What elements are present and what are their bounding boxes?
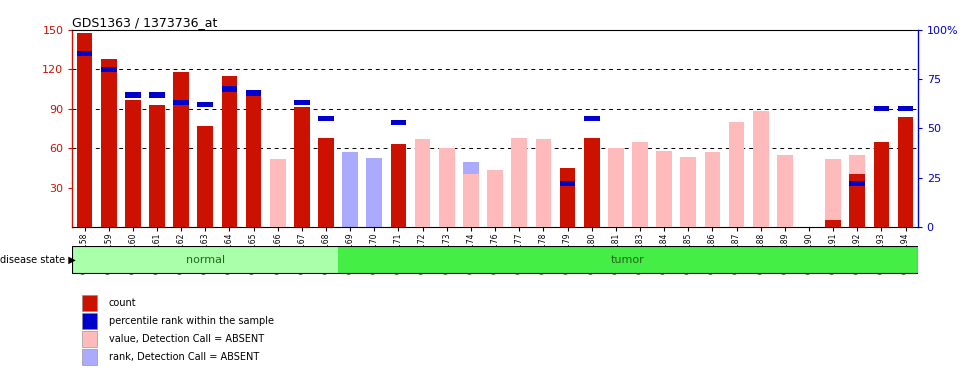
Bar: [873, 106, 890, 111]
Bar: [245, 96, 262, 227]
Bar: [535, 178, 552, 227]
Bar: [535, 139, 552, 227]
Bar: [753, 158, 769, 227]
Bar: [318, 138, 334, 227]
Bar: [897, 106, 914, 111]
Bar: [559, 178, 576, 227]
Bar: [873, 142, 890, 227]
Text: normal: normal: [185, 255, 225, 265]
Bar: [897, 117, 914, 227]
Bar: [583, 116, 600, 121]
Text: count: count: [108, 298, 136, 308]
Bar: [825, 200, 841, 227]
Bar: [559, 168, 576, 227]
Bar: [173, 100, 189, 105]
Bar: [82, 313, 97, 329]
Bar: [149, 105, 165, 227]
Bar: [338, 246, 918, 273]
Text: disease state ▶: disease state ▶: [0, 255, 75, 265]
Bar: [125, 92, 141, 98]
Bar: [221, 76, 238, 227]
Bar: [72, 246, 338, 273]
Bar: [753, 111, 769, 227]
Text: tumor: tumor: [611, 255, 644, 265]
Bar: [390, 144, 407, 227]
Bar: [559, 169, 576, 227]
Bar: [414, 139, 431, 227]
Bar: [656, 178, 672, 227]
Bar: [873, 151, 890, 227]
Bar: [849, 154, 866, 227]
Text: percentile rank within the sample: percentile rank within the sample: [108, 316, 273, 326]
Bar: [197, 102, 213, 107]
Bar: [414, 154, 431, 227]
Bar: [825, 159, 841, 227]
Bar: [608, 148, 624, 227]
Text: GDS1363 / 1373736_at: GDS1363 / 1373736_at: [72, 16, 217, 29]
Bar: [632, 142, 648, 227]
Bar: [511, 138, 527, 227]
Bar: [76, 33, 93, 227]
Bar: [390, 120, 407, 125]
Bar: [728, 178, 745, 227]
Bar: [680, 158, 696, 227]
Bar: [100, 59, 117, 227]
Bar: [149, 92, 165, 98]
Bar: [82, 331, 97, 347]
Bar: [680, 184, 696, 227]
Text: value, Detection Call = ABSENT: value, Detection Call = ABSENT: [108, 334, 264, 344]
Bar: [825, 220, 841, 227]
Bar: [487, 178, 503, 227]
Bar: [728, 122, 745, 227]
Bar: [777, 154, 793, 227]
Bar: [221, 87, 238, 92]
Bar: [583, 164, 600, 227]
Bar: [511, 178, 527, 227]
Bar: [632, 172, 648, 227]
Bar: [342, 152, 358, 227]
Bar: [463, 174, 479, 227]
Bar: [849, 181, 866, 186]
Bar: [82, 349, 97, 365]
Bar: [366, 158, 383, 227]
Bar: [559, 181, 576, 186]
Bar: [294, 100, 310, 105]
Bar: [439, 148, 455, 227]
Bar: [100, 67, 117, 72]
Bar: [849, 174, 866, 227]
Bar: [197, 126, 213, 227]
Bar: [704, 152, 721, 227]
Bar: [656, 151, 672, 227]
Bar: [245, 90, 262, 96]
Bar: [270, 159, 286, 227]
Bar: [318, 116, 334, 121]
Bar: [487, 170, 503, 227]
Bar: [463, 162, 479, 227]
Text: rank, Detection Call = ABSENT: rank, Detection Call = ABSENT: [108, 352, 259, 362]
Bar: [76, 51, 93, 56]
Bar: [608, 164, 624, 227]
Bar: [583, 138, 600, 227]
Bar: [294, 107, 310, 227]
Bar: [82, 295, 97, 311]
Bar: [173, 72, 189, 227]
Bar: [125, 100, 141, 227]
Bar: [439, 158, 455, 227]
